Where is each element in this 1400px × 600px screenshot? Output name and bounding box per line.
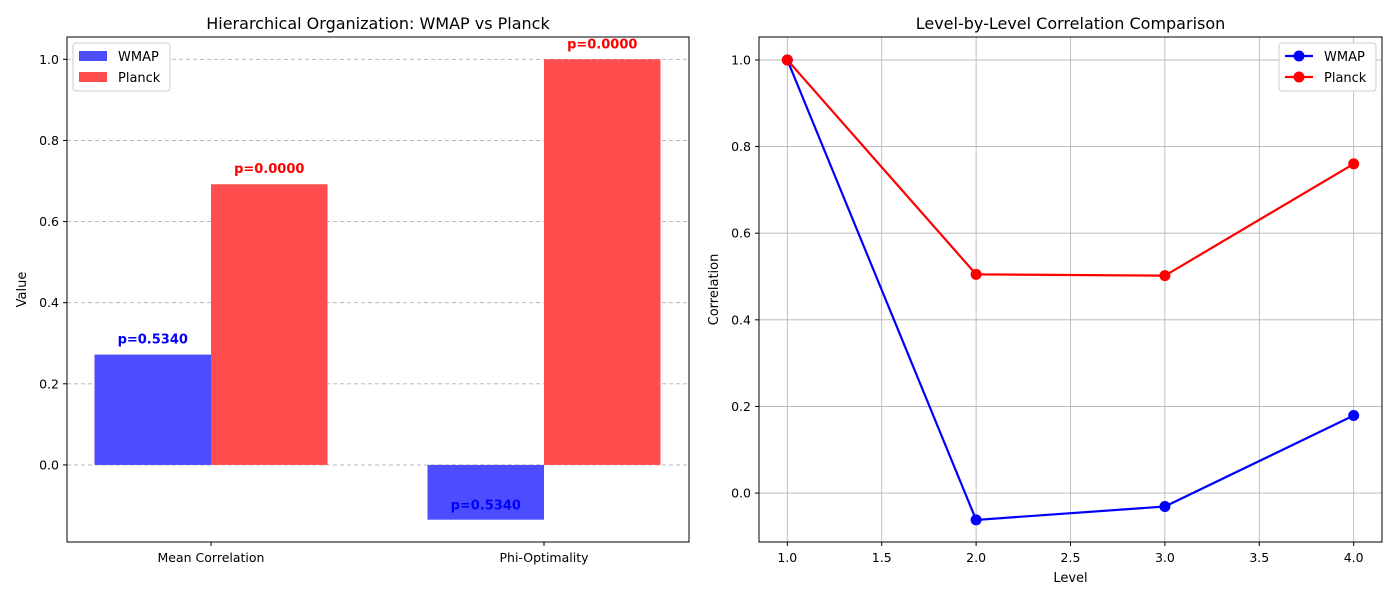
series-line-planck <box>786 59 1355 277</box>
bar-chart-axes-frame <box>66 36 690 543</box>
line-chart-x-tick-label: 2.0 <box>966 550 986 565</box>
line-chart-y-tick-label: 0.4 <box>731 312 751 327</box>
line-chart-x-axis-label: Level <box>1053 571 1087 586</box>
legend-label-planck: Planck <box>1324 71 1367 86</box>
bar-planck <box>211 184 328 465</box>
line-chart-y-tick-label: 1.0 <box>731 52 751 67</box>
series-line-wmap <box>786 59 1355 522</box>
line-chart-y-axis-label: Correlation <box>707 254 722 326</box>
data-point-planck <box>1159 270 1171 282</box>
line-chart-x-tick-label: 2.5 <box>1061 550 1081 565</box>
line-chart-legend: WMAP Planck <box>1278 42 1377 92</box>
bar-wmap <box>94 354 211 465</box>
bar-chart-annotations: p=0.5340 p=0.5340 p=0.0000 p=0.0000 <box>118 37 638 513</box>
legend-swatch-planck <box>79 72 107 82</box>
bar-chart-y-ticks: 0.0 0.2 0.4 0.6 0.8 1.0 <box>39 52 67 472</box>
data-point-wmap <box>970 514 982 526</box>
bar-chart-x-ticks: Mean Correlation Phi-Optimality <box>158 542 589 565</box>
bar-chart-x-tick-label: Phi-Optimality <box>499 550 589 565</box>
bar-wmap <box>427 464 544 520</box>
legend-label-wmap: WMAP <box>118 50 159 65</box>
p-value-label: p=0.5340 <box>118 333 188 348</box>
line-chart-x-tick-label: 1.5 <box>872 550 892 565</box>
bar-chart-y-tick-label: 0.6 <box>39 214 59 229</box>
data-point-wmap <box>1159 500 1171 512</box>
bar-chart-y-tick-label: 0.8 <box>39 133 59 148</box>
line-chart-series <box>781 54 1360 526</box>
p-value-label: p=0.5340 <box>451 499 521 514</box>
legend-marker-wmap <box>1293 50 1305 62</box>
legend-marker-planck <box>1293 71 1305 83</box>
bar-chart-x-tick-label: Mean Correlation <box>158 550 265 565</box>
bar-chart-y-tick-label: 0.0 <box>39 457 59 472</box>
data-point-wmap <box>1348 410 1360 422</box>
line-chart-y-tick-label: 0.2 <box>731 399 751 414</box>
bar-planck <box>544 59 661 465</box>
bar-chart-y-tick-label: 0.4 <box>39 295 59 310</box>
line-chart-gridlines <box>759 37 1382 542</box>
bar-chart-bars <box>94 59 661 520</box>
p-value-label: p=0.0000 <box>234 162 304 177</box>
line-chart-x-tick-label: 1.0 <box>777 550 797 565</box>
line-chart-x-tick-label: 3.5 <box>1249 550 1269 565</box>
bar-chart-y-tick-label: 1.0 <box>39 52 59 67</box>
data-point-planck <box>781 54 793 66</box>
line-chart-y-tick-label: 0.8 <box>731 139 751 154</box>
line-chart-title: Level-by-Level Correlation Comparison <box>916 14 1226 33</box>
line-chart-x-ticks: 1.0 1.5 2.0 2.5 3.0 3.5 4.0 <box>777 542 1364 565</box>
bar-chart-title: Hierarchical Organization: WMAP vs Planc… <box>206 14 550 33</box>
legend-label-wmap: WMAP <box>1324 50 1365 65</box>
data-point-planck <box>970 268 982 280</box>
line-chart-x-tick-label: 4.0 <box>1344 550 1364 565</box>
line-chart-y-ticks: 0.0 0.2 0.4 0.6 0.8 1.0 <box>731 52 759 501</box>
p-value-label: p=0.0000 <box>567 37 637 52</box>
line-chart-x-tick-label: 3.0 <box>1155 550 1175 565</box>
bar-chart-y-axis-label: Value <box>15 272 30 308</box>
legend-swatch-wmap <box>79 51 107 61</box>
legend-label-planck: Planck <box>118 71 161 86</box>
line-chart-y-tick-label: 0.6 <box>731 226 751 241</box>
bar-chart-legend: WMAP Planck <box>72 42 171 92</box>
line-chart: 0.0 0.2 0.4 0.6 0.8 1.0 1.0 1.5 2.0 2.5 3.0 3.5 4.0… <box>707 14 1383 586</box>
line-chart-y-tick-label: 0.0 <box>731 486 751 501</box>
data-point-planck <box>1348 158 1360 170</box>
bar-chart-y-tick-label: 0.2 <box>39 376 59 391</box>
